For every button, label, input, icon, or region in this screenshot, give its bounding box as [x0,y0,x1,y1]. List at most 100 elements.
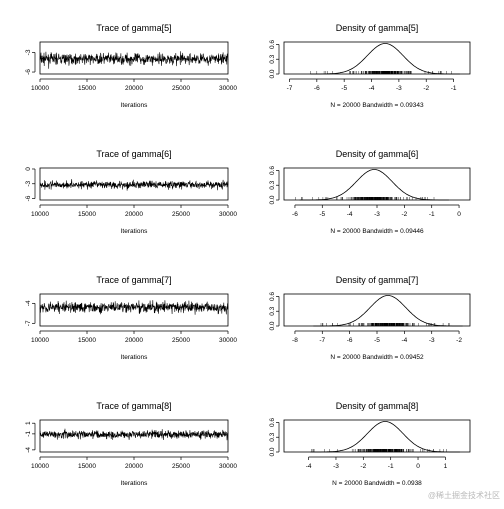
x-tick-label: 10000 [31,211,49,218]
watermark-text: @稀土掘金技术社区 [428,490,500,500]
x-tick-label: 30000 [219,85,237,92]
density-curve [310,43,460,75]
panel-title: Trace of gamma[6] [96,149,171,159]
x-tick-label: 0 [416,463,420,470]
panel-title: Density of gamma[7] [336,275,419,285]
panel-title: Density of gamma[8] [336,401,419,411]
x-tick-label: -6 [347,337,353,344]
trace-panel-2: Trace of gamma[6] 10000 15000 20000 25000 300… [25,149,237,235]
x-tick-label: 15000 [78,85,96,92]
plot-frame [39,293,229,327]
y-tick-label: 0.0 [269,321,276,330]
x-tick-label: 20000 [125,337,143,344]
y-tick-label: -3 [25,180,32,186]
density-curve [310,421,460,453]
trace-panel-1: Trace of gamma[5] 10000 15000 20000 25000 300… [25,23,237,109]
y-tick-label: 0.3 [269,54,276,63]
density-stats-label: N = 20000 Bandwidth = 0.09446 [330,228,424,235]
trace-panel-4: Trace of gamma[8] 10000 15000 20000 25000 300… [25,401,237,487]
plot-frame [39,419,229,453]
density-rug [295,197,435,200]
x-tick-label: -7 [287,85,293,92]
trace-series-line [39,51,229,69]
y-tick-label: -1 [25,431,32,437]
x-tick-label: 20000 [125,85,143,92]
y-tick-label: -7 [25,320,32,326]
y-tick-label: 0.3 [269,306,276,315]
x-tick-label: -3 [374,211,380,218]
x-tick-label: 0 [457,211,461,218]
x-tick-label: 10000 [31,463,49,470]
y-tick-label: -6 [25,195,32,201]
y-tick-label: 0.0 [269,69,276,78]
x-tick-label: 30000 [219,337,237,344]
x-tick-label: -5 [341,85,347,92]
x-tick-label: 15000 [78,463,96,470]
x-tick-label: -5 [319,211,325,218]
x-tick-label: -3 [396,85,402,92]
y-tick-label: 0.6 [269,418,276,427]
plot-frame [283,167,471,201]
x-tick-label: -2 [456,337,462,344]
x-tick-label: 10000 [31,337,49,344]
y-tick-label: 0.6 [269,40,276,49]
x-tick-label: 1 [444,463,448,470]
x-axis-label: Iterations [121,480,148,487]
x-tick-label: 15000 [78,337,96,344]
x-tick-label: -6 [292,211,298,218]
x-tick-label: 20000 [125,211,143,218]
x-tick-label: 30000 [219,211,237,218]
density-panel-2: Density of gamma[6] -6 -5 -4 -3 -2 -1 0 0.0 0.3 0.… [269,149,471,235]
y-tick-label: 1 [25,421,32,425]
x-tick-label: -4 [306,463,312,470]
density-panel-1: Density of gamma[5] -7 -6 -5 -4 -3 -2 -1 0.0 0.3 0… [269,23,471,109]
y-tick-label: -4 [25,447,32,453]
x-tick-label: 15000 [78,211,96,218]
density-panel-4: Density of gamma[8] -4 -3 -2 -1 0 1 0.0 0.3 0.6 N … [269,401,471,487]
density-curve [299,169,449,201]
y-tick-label: 0.6 [269,292,276,301]
x-axis-label: Iterations [121,354,148,361]
x-tick-label: 25000 [172,85,190,92]
trace-series-line [39,300,229,315]
trace-series-line [39,179,229,191]
x-tick-label: -6 [314,85,320,92]
y-tick-label: -3 [25,49,32,55]
x-tick-label: -8 [292,337,298,344]
x-tick-label: -4 [347,211,353,218]
x-tick-label: 10000 [31,85,49,92]
plot-frame [283,293,471,327]
density-rug [310,71,452,74]
x-tick-label: 25000 [172,211,190,218]
x-tick-label: -4 [369,85,375,92]
y-tick-label: 0.3 [269,432,276,441]
x-tick-label: -2 [423,85,429,92]
panel-title: Density of gamma[5] [336,23,419,33]
x-tick-label: -1 [451,85,457,92]
y-tick-label: 0 [25,167,32,171]
x-tick-label: -3 [429,337,435,344]
panel-title: Trace of gamma[7] [96,275,171,285]
x-tick-label: -1 [429,211,435,218]
panel-title: Trace of gamma[5] [96,23,171,33]
x-tick-label: -3 [333,463,339,470]
x-axis-label: Iterations [121,228,148,235]
trace-panel-3: Trace of gamma[7] 10000 15000 20000 25000 300… [25,275,237,361]
y-tick-label: 0.6 [269,166,276,175]
density-rug [320,323,450,326]
density-curve [313,295,463,327]
x-tick-label: 25000 [172,337,190,344]
y-tick-label: 0.0 [269,195,276,204]
x-tick-label: -5 [374,337,380,344]
y-tick-label: 0.0 [269,447,276,456]
trace-series-line [39,428,229,441]
density-rug [311,449,447,452]
x-axis-label: Iterations [121,102,148,109]
density-panel-3: Density of gamma[7] -8 -7 -6 -5 -4 -3 -2 0.0 0.3 0… [269,275,471,361]
panel-title: Density of gamma[6] [336,149,419,159]
x-tick-label: -2 [360,463,366,470]
x-tick-label: 20000 [125,463,143,470]
y-tick-label: 0.3 [269,180,276,189]
density-stats-label: N = 20000 Bandwidth = 0.0938 [332,480,422,487]
